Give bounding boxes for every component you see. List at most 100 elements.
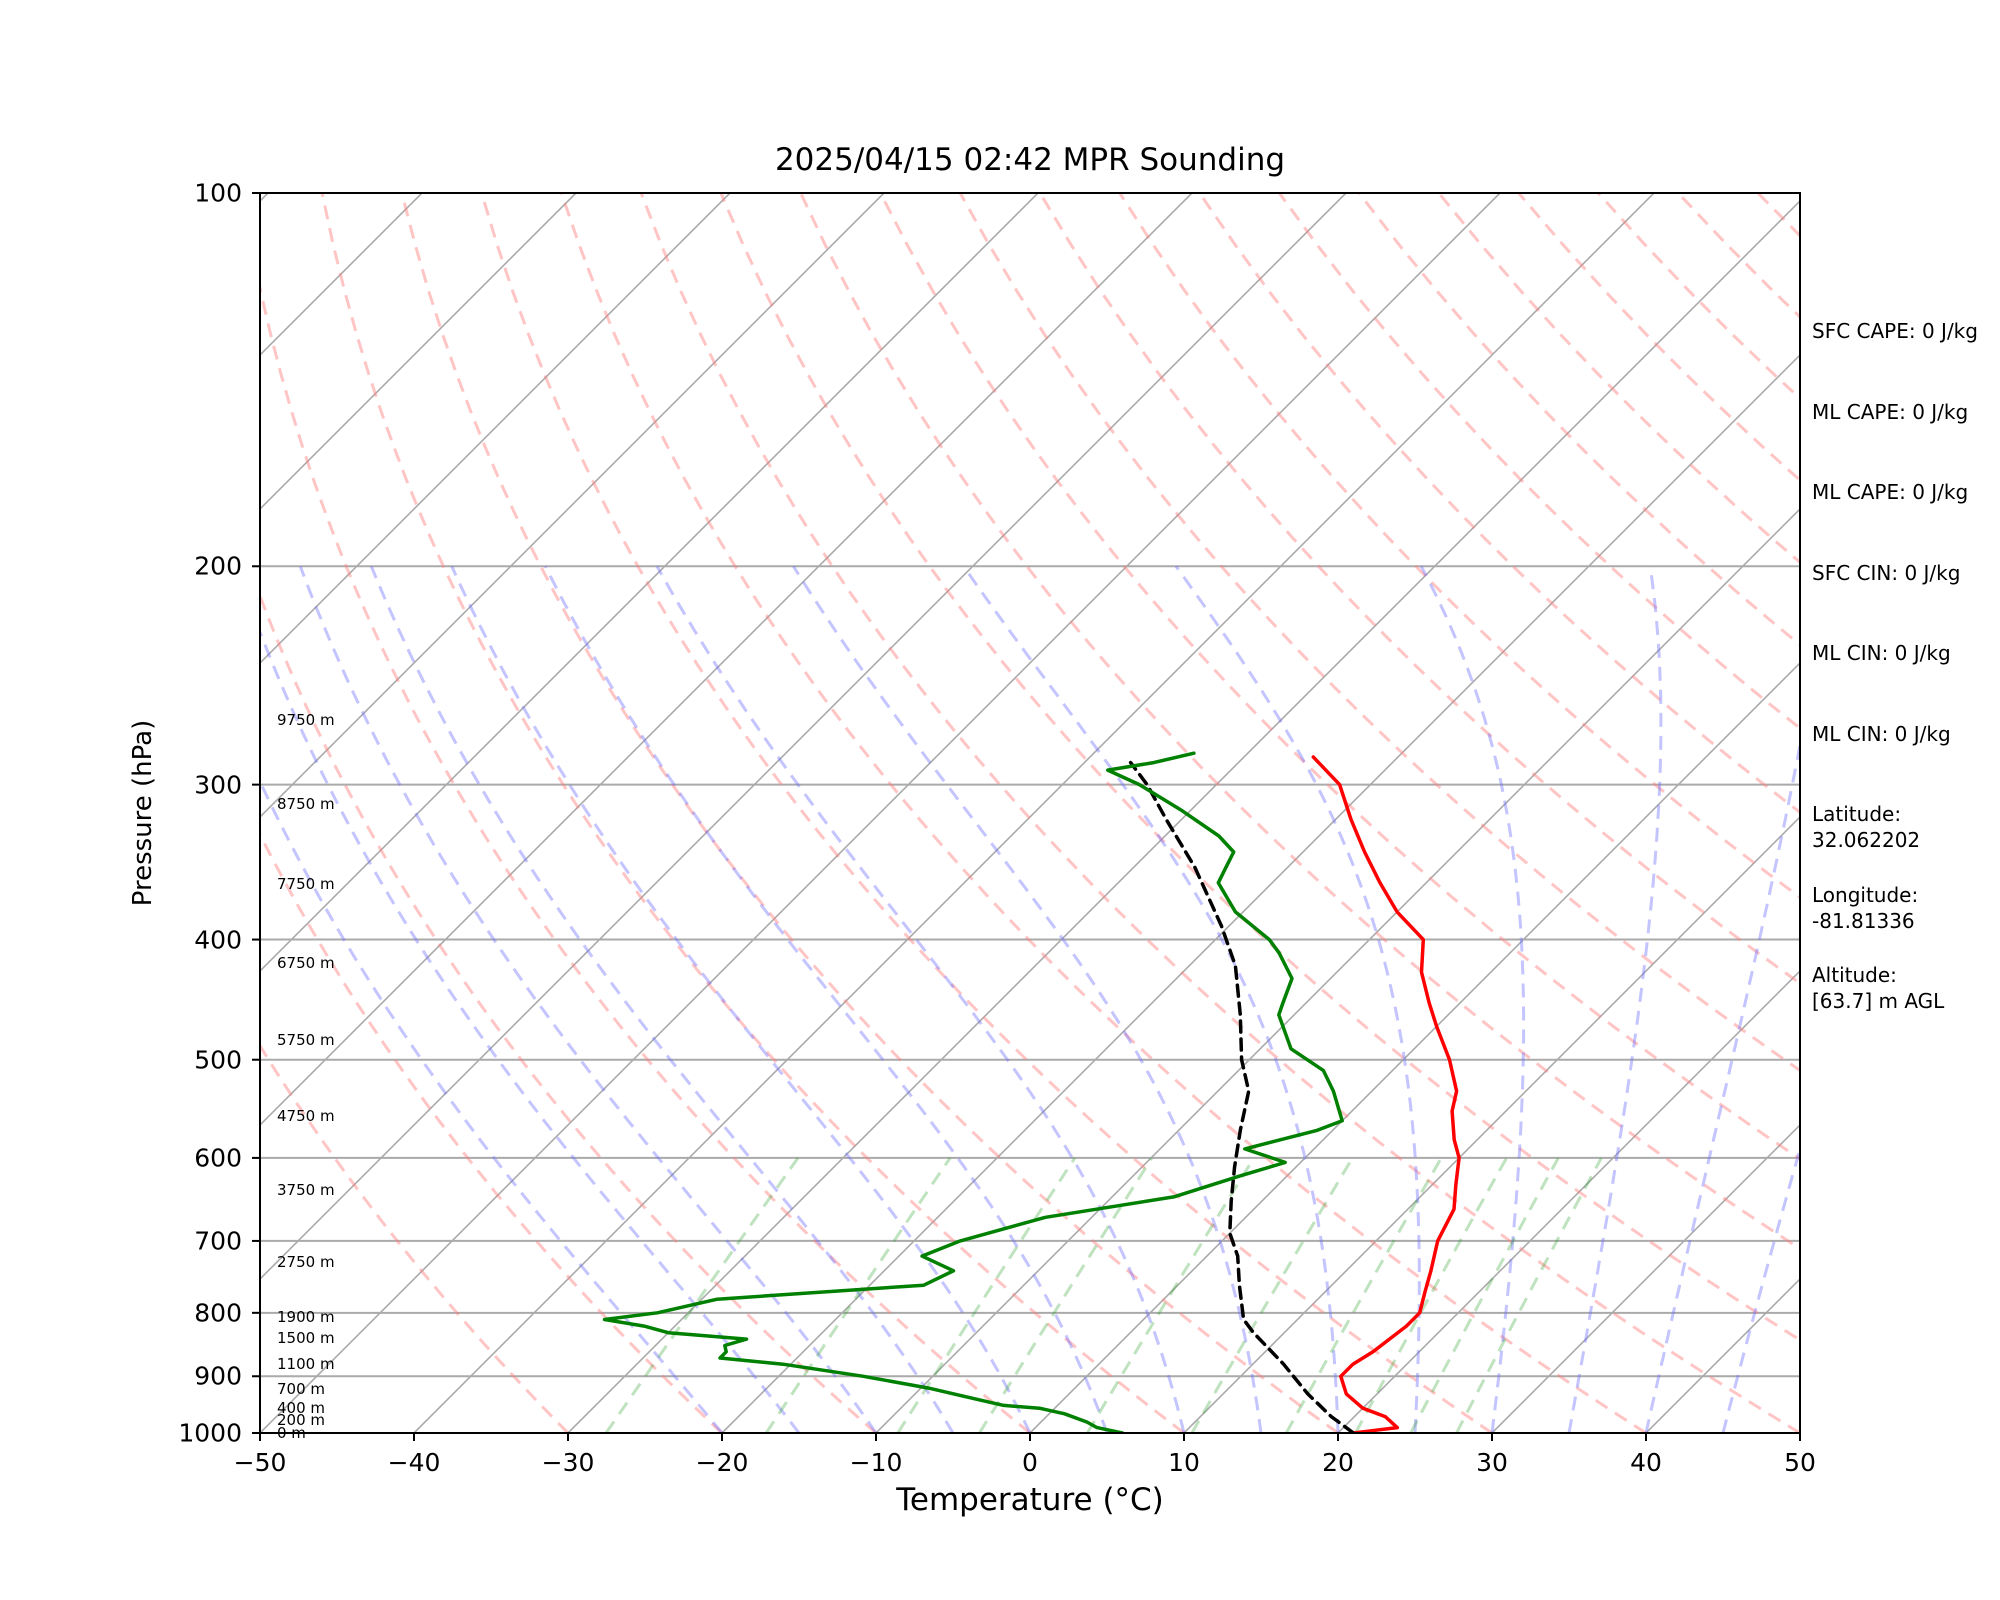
height-label: 400 m [277,1399,326,1418]
height-label: 1100 m [277,1354,335,1373]
info-item: ML CIN: 0 J/kg [1812,641,1951,665]
mixing-ratio-line [1086,1157,1256,1433]
x-tick-label: 40 [1630,1448,1662,1477]
dry-adiabat-line [260,831,724,1433]
x-tick-label: −40 [387,1448,441,1477]
isotherm-line [1337,969,1800,1433]
mixing-ratio-line [1409,1157,1560,1433]
dry-adiabat-line [260,592,877,1433]
isotherm-line [413,193,1655,1433]
mixing-ratio-line [764,1157,952,1433]
moist-adiabat-line [450,565,1032,1433]
y-tick-label: 900 [194,1361,242,1391]
background-lines [0,193,1800,1433]
temperature-line [1311,755,1461,1433]
dry-adiabat-line [260,280,1031,1433]
data-series [602,751,1461,1433]
moist-adiabat-line [962,565,1340,1433]
y-axis-label: Pressure (hPa) [128,719,158,907]
info-item: ML CAPE: 0 J/kg [1812,399,1969,424]
isotherm-line [260,193,1347,1281]
dry-adiabat-line [719,193,1800,1342]
dry-adiabat-line [559,193,1647,1433]
moist-adiabat-line [1174,565,1421,1433]
info-item: SFC CAPE: 0 J/kg [1812,319,1978,343]
y-tick-label: 200 [194,551,242,581]
dry-adiabat-line [400,193,1339,1433]
isotherm-line [260,193,1039,973]
dry-adiabat-line [958,193,1800,1073]
info-item: Altitude: [63.7] m AGL [1812,963,1945,1013]
moist-adiabat-line [1644,737,1800,1433]
x-tick-label: 30 [1476,1448,1508,1477]
moist-adiabat-line [544,565,1109,1433]
y-tick-label: 600 [194,1143,242,1173]
height-label: 8750 m [277,795,335,814]
x-tick-label: −50 [233,1448,287,1477]
x-axis-label: Temperature (°C) [896,1482,1164,1518]
mixing-ratio-line [978,1157,1154,1433]
height-label: 6750 m [277,954,335,973]
parcel-line [1128,760,1356,1433]
isotherm-line [1491,1123,1800,1433]
y-tick-label: 1000 [178,1418,242,1448]
dry-adiabat-line [320,193,1185,1433]
height-label: 0 m [277,1424,306,1442]
mixing-ratio-line [1455,1157,1603,1433]
height-label: 2750 m [277,1253,335,1272]
y-tick-label: 800 [194,1298,242,1328]
info-item: Longitude: -81.81336 [1812,882,1919,933]
isotherm-line [0,193,114,1433]
plot-frame [259,192,1801,1434]
dry-adiabat-line [1517,193,1800,483]
moist-adiabat-line [260,778,724,1433]
height-label: 3750 m [277,1181,335,1200]
isotherm-line [260,193,577,511]
isotherm-line [875,507,1800,1433]
moist-adiabat-line [1721,1143,1800,1433]
moist-adiabat-line [655,565,1186,1433]
dry-adiabat-line [799,193,1800,1251]
moist-adiabat-line [1419,565,1526,1433]
y-tick-label: 500 [194,1045,242,1075]
height-label: 1500 m [277,1328,335,1347]
x-tick-label: 0 [1022,1448,1038,1477]
dry-adiabat-line [1038,193,1800,986]
info-item: Latitude: 32.062202 [1812,802,1921,852]
y-tick-label: 100 [194,178,242,208]
isotherm-line [721,353,1800,1433]
y-tick-label: 700 [194,1226,242,1256]
isotherm-line [1183,815,1800,1433]
mixing-ratio-line [1190,1157,1354,1433]
height-label: 1900 m [277,1307,335,1326]
isotherm-line [260,193,885,819]
moist-adiabat-line [792,565,1263,1433]
x-tick-label: 10 [1168,1448,1200,1477]
height-label: 7750 m [277,875,335,894]
info-item: ML CAPE: 0 J/kg [1812,480,1969,504]
y-tick-label: 300 [194,770,242,800]
height-label: 700 m [277,1380,326,1399]
dry-adiabat-line [260,1043,570,1433]
mixing-ratio-line [604,1157,800,1433]
height-label: 9750 m [277,710,335,729]
dry-adiabat-line [879,193,1800,1161]
height-label: 4750 m [277,1106,335,1125]
isotherm-line [260,193,1501,1433]
height-label: 200 m [277,1411,326,1430]
dry-adiabat-line [1118,193,1800,900]
dry-adiabat-line [480,193,1493,1433]
x-tick-label: 20 [1322,1448,1354,1477]
x-tick-label: −10 [849,1448,903,1477]
chart-title: 2025/04/15 02:42 MPR Sounding [774,142,1286,178]
x-tick-label: 50 [1784,1448,1816,1477]
isotherm-line [260,193,1193,1127]
info-item: ML CIN: 0 J/kg [1812,721,1951,746]
height-label: 5750 m [277,1030,335,1049]
axis-ticks [252,192,1801,1441]
isotherm-line [260,193,731,665]
info-item: SFC CIN: 0 J/kg [1812,560,1961,585]
x-tick-label: −20 [695,1448,749,1477]
moist-adiabat-line [369,565,955,1433]
